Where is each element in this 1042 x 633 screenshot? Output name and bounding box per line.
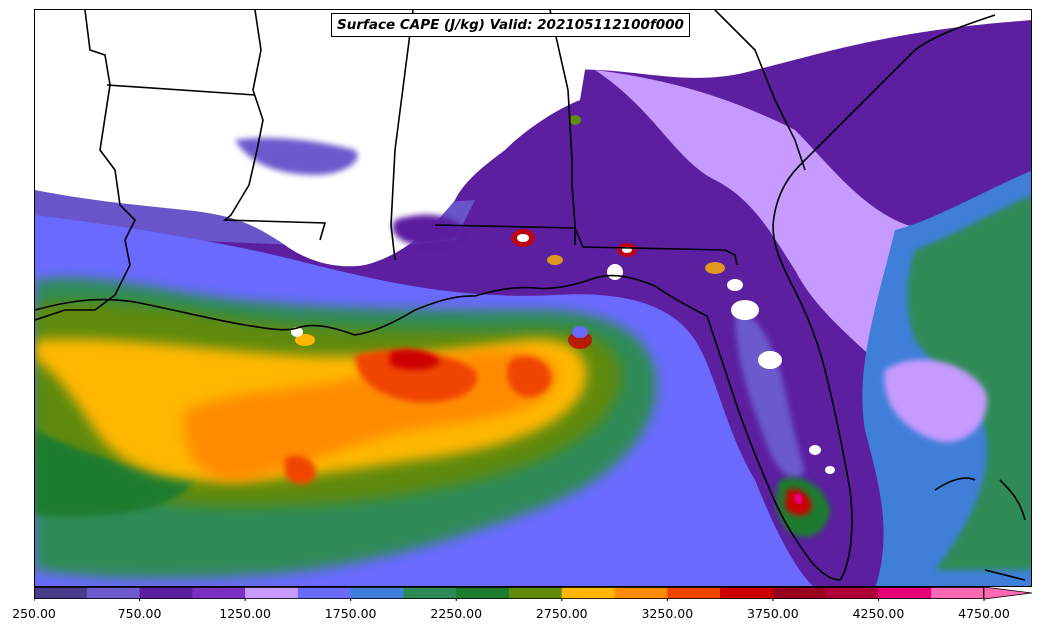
colorbar-segment [931,587,985,599]
colorbar-segment [34,587,88,599]
colorbar-segment [825,587,879,599]
cape-map [35,10,1031,586]
convective-cells [295,115,725,349]
colorbar-tick-label: 3750.00 [747,606,799,621]
colorbar-segment [139,587,193,599]
cape-field-florida-slate [735,310,805,479]
map-title: Surface CAPE (J/kg) Valid: 202105112100f… [331,13,690,37]
colorbar-segment [297,587,352,599]
map-panel [34,9,1032,587]
cape-field-dark-green [35,430,195,517]
colorbar-segment [667,587,721,599]
colorbar-tick-label: 2750.00 [535,606,588,621]
colorbar-tick-label: 4250.00 [852,606,905,621]
colorbar-segment [772,587,827,599]
cape-field-red-orange [355,350,477,403]
colorbar-segment [878,587,932,599]
cape-field-red-orange-2 [507,356,552,397]
colorbar-tick-label: 750.00 [117,606,162,621]
colorbar-segment [561,587,616,599]
colorbar-tick-label: 2250.00 [430,606,483,621]
colorbar-tick-label: 1250.00 [219,606,271,621]
colorbar-segment [86,587,141,599]
cape-field-purple-patches [235,138,358,175]
colorbar-outline [34,587,984,599]
political-borders [35,10,1026,581]
colorbar-segment [192,587,246,599]
cape-field-florida-hotspot-pink [794,493,803,504]
colorbar-tick-label: 3250.00 [641,606,694,621]
colorbar-tick-label: 4750.00 [958,606,1010,621]
colorbar-segment [509,587,563,599]
colorbar-segment [614,587,668,599]
cape-field-purple-patch-2 [392,214,465,246]
no-data-interior [35,10,595,267]
cape-field-red-orange-3 [285,455,316,485]
colorbar-segment [720,587,774,599]
cape-field-red [390,349,440,370]
colorbar-segment [403,587,457,599]
colorbar-segment [245,587,299,599]
cape-field-atlantic-lavender [884,359,987,442]
colorbar-segment [456,587,510,599]
colorbar-segment [350,587,404,599]
colorbar [34,587,1033,601]
colorbar-tick-label: 1750.00 [324,606,377,621]
colorbar-tick-label: 250.00 [12,606,56,621]
colorbar-extend-arrow [983,587,1033,600]
